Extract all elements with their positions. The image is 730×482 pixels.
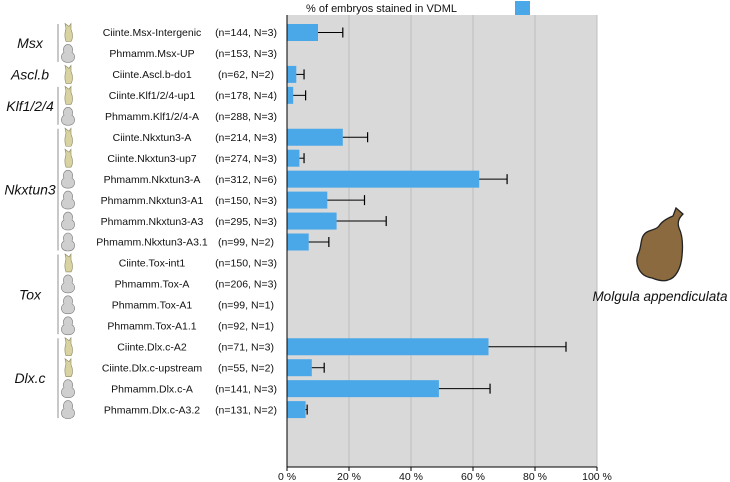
- ciona-icon: [64, 127, 73, 147]
- bar: [287, 170, 480, 188]
- construct-label: Phmamm.Nkxtun3-A3: [101, 216, 204, 228]
- species-panel: Molgula appendiculata: [592, 206, 728, 304]
- sample-size-label: (n=92, N=1): [218, 321, 274, 333]
- bar: [287, 128, 343, 146]
- sample-size-label: (n=295, N=3): [215, 216, 277, 228]
- x-tick-label: 60 %: [461, 471, 485, 482]
- gene-label: Tox: [19, 286, 42, 302]
- construct-label: Ciinte.Dlx.c-A2: [117, 341, 187, 353]
- phallusia-icon: [61, 169, 75, 189]
- construct-label: Phmamm.Msx-UP: [109, 48, 194, 60]
- legend: % of embryos stained in VDML: [306, 1, 530, 15]
- gene-label: Msx: [17, 35, 44, 51]
- bar: [287, 380, 439, 398]
- sample-size-label: (n=141, N=3): [215, 383, 277, 395]
- bar: [287, 359, 312, 377]
- bar: [287, 233, 309, 251]
- bar: [287, 149, 300, 167]
- row-labels: Ciinte.Msx-Intergenic (n=144, N=3) Phmamm.…: [61, 22, 277, 419]
- sample-size-label: (n=71, N=3): [218, 341, 274, 353]
- construct-label: Ciinte.Nkxtun3-A: [113, 132, 192, 144]
- sample-size-label: (n=131, N=2): [215, 404, 277, 416]
- ciona-icon: [64, 252, 73, 273]
- x-tick-label: 100 %: [582, 471, 612, 482]
- phallusia-icon: [61, 190, 75, 210]
- sample-size-label: (n=274, N=3): [215, 153, 277, 165]
- sample-size-label: (n=150, N=3): [215, 195, 277, 207]
- x-tick-label: 20 %: [337, 471, 361, 482]
- gene-label: Nkxtun3: [4, 182, 56, 198]
- phallusia-icon: [61, 44, 75, 63]
- bars: [287, 24, 489, 419]
- construct-label: Phmamm.Nkxtun3-A3.1: [96, 237, 208, 249]
- phallusia-icon: [61, 274, 75, 294]
- x-tick-label: 40 %: [399, 471, 423, 482]
- bar: [287, 65, 297, 83]
- ciona-icon: [64, 64, 73, 84]
- error-bars: [293, 27, 567, 415]
- gene-groups: Msx Ascl.b Klf1/2/4 Nkxtun3 Tox Dlx.c: [4, 24, 59, 419]
- sample-size-label: (n=214, N=3): [215, 132, 277, 144]
- ciona-icon: [64, 357, 73, 377]
- bar: [287, 86, 294, 104]
- legend-label: % of embryos stained in VDML: [306, 3, 457, 15]
- sample-size-label: (n=312, N=6): [215, 174, 277, 186]
- sample-size-label: (n=99, N=1): [218, 300, 274, 312]
- bar: [287, 191, 328, 209]
- phallusia-icon: [61, 232, 75, 252]
- construct-label: Ciinte.Ascl.b-do1: [112, 69, 192, 81]
- construct-label: Phmamm.Tox-A: [115, 279, 190, 291]
- construct-label: Phmamm.Tox-A1.1: [107, 321, 196, 333]
- bar: [287, 212, 337, 230]
- gene-label: Klf1/2/4: [6, 98, 54, 114]
- phallusia-icon: [61, 211, 75, 231]
- construct-label: Phmamm.Dlx.c-A3.2: [104, 404, 200, 416]
- ciona-icon: [64, 22, 73, 42]
- sample-size-label: (n=153, N=3): [215, 48, 277, 60]
- ciona-icon: [64, 336, 73, 357]
- bar: [287, 338, 489, 356]
- phallusia-icon: [61, 379, 75, 398]
- construct-label: Ciinte.Tox-int1: [119, 258, 186, 270]
- sample-size-label: (n=144, N=3): [215, 27, 277, 39]
- construct-label: Ciinte.Msx-Intergenic: [103, 27, 202, 39]
- molgula-icon: [636, 206, 684, 282]
- plot-background: [287, 15, 597, 467]
- construct-label: Phmamm.Nkxtun3-A1: [101, 195, 204, 207]
- sample-size-label: (n=206, N=3): [215, 279, 277, 291]
- ciona-icon: [64, 148, 73, 168]
- construct-label: Phmamm.Dlx.c-A: [111, 383, 193, 395]
- construct-label: Ciinte.Dlx.c-upstream: [102, 362, 203, 374]
- x-tick-label: 0 %: [278, 471, 296, 482]
- construct-label: Ciinte.Klf1/2/4-up1: [109, 90, 196, 102]
- sample-size-label: (n=288, N=3): [215, 111, 277, 123]
- ciona-icon: [64, 85, 73, 105]
- construct-label: Phmamm.Nkxtun3-A: [104, 174, 201, 186]
- species-label: Molgula appendiculata: [592, 289, 728, 304]
- x-axis: 0 % 20 % 40 % 60 % 80 % 100 %: [278, 15, 612, 482]
- phallusia-icon: [61, 400, 75, 419]
- sample-size-label: (n=150, N=3): [215, 258, 277, 270]
- sample-size-label: (n=99, N=2): [218, 237, 274, 249]
- sample-size-label: (n=62, N=2): [218, 69, 274, 81]
- x-tick-label: 80 %: [523, 471, 547, 482]
- construct-label: Phmamm.Tox-A1: [112, 300, 193, 312]
- gene-label: Ascl.b: [10, 66, 49, 82]
- construct-label: Phmamm.Klf1/2/4-A: [105, 111, 199, 123]
- legend-swatch: [515, 1, 530, 15]
- bar: [287, 401, 306, 419]
- sample-size-label: (n=178, N=4): [215, 90, 277, 102]
- sample-size-label: (n=55, N=2): [218, 362, 274, 374]
- phallusia-icon: [61, 106, 75, 126]
- construct-label: Ciinte.Nkxtun3-up7: [107, 153, 196, 165]
- gene-label: Dlx.c: [14, 370, 45, 386]
- phallusia-icon: [61, 295, 75, 315]
- bar: [287, 24, 318, 41]
- phallusia-icon: [61, 316, 75, 336]
